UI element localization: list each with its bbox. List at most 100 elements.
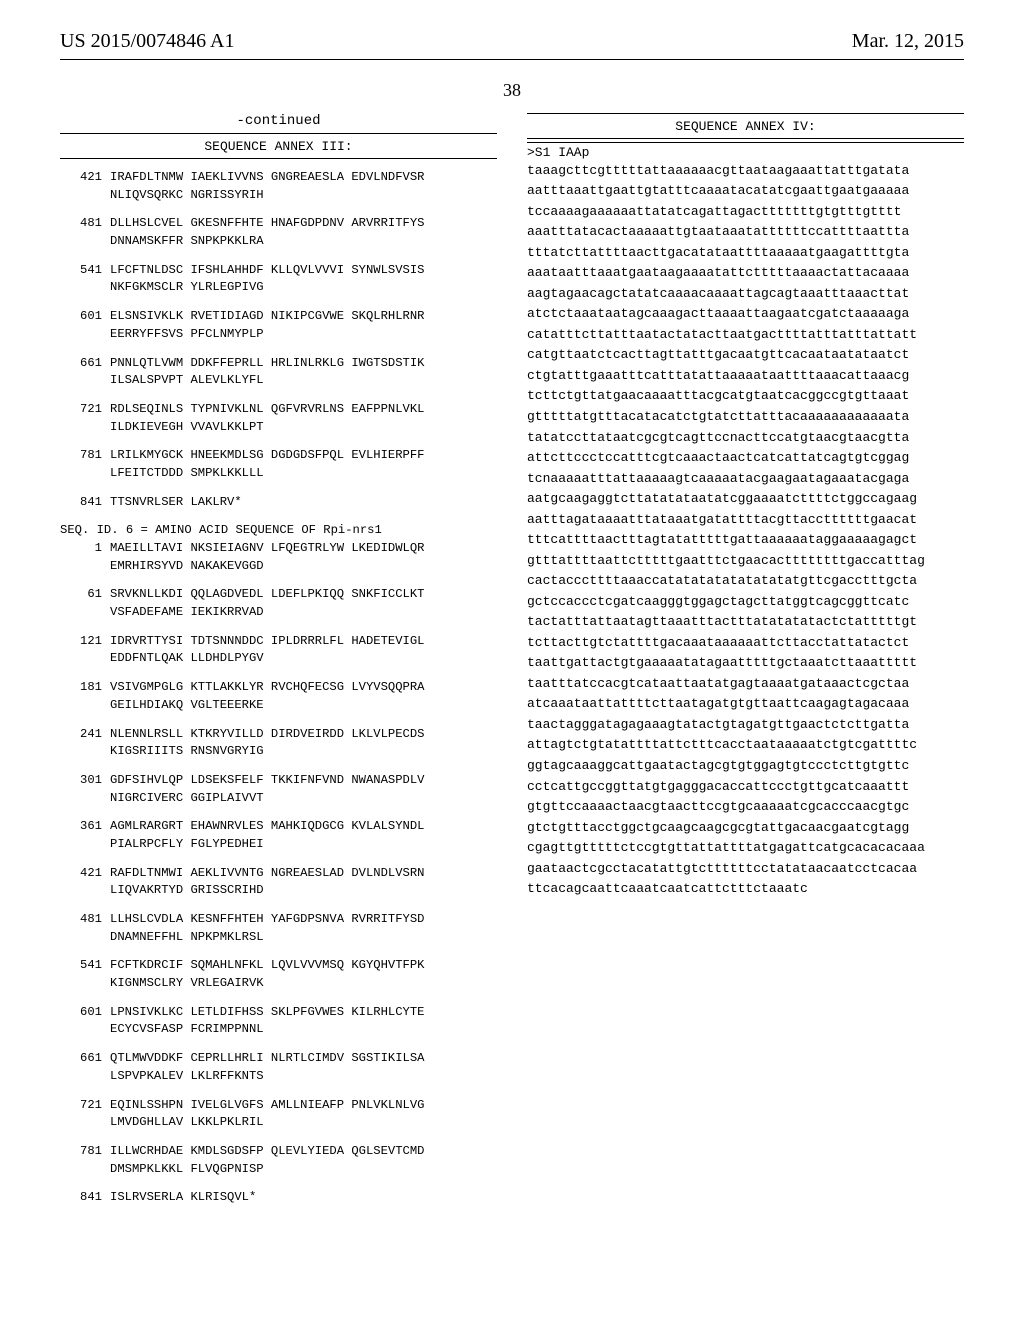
dna-line: tttatcttattttaacttgacatataattttaaaaatgaa…	[527, 243, 964, 264]
seq-line2: NKFGKMSCLR YLRLEGPIVG	[60, 279, 497, 297]
continued-label: -continued	[60, 113, 497, 129]
left-sequence-area: 421IRAFDLTNMW IAEKLIVVNS GNGREAESLA EDVL…	[60, 169, 497, 1207]
dna-line: tatatccttataatcgcgtcagttccnacttccatgtaac…	[527, 428, 964, 449]
dna-line: aaatttatacactaaaaattgtaataaatattttttccat…	[527, 222, 964, 243]
seq-line1: NLENNLRSLL KTKRYVILLD DIRDVEIRDD LKLVLPE…	[110, 726, 497, 744]
seq-line1: IDRVRTTYSI TDTSNNNDDC IPLDRRRLFL HADETEV…	[110, 633, 497, 651]
dna-line: taatttatccacgtcataattaatatgagtaaaatgataa…	[527, 674, 964, 695]
dna-line: atcaaataattattttcttaatagatgtgttaattcaaga…	[527, 694, 964, 715]
seq-line2: NLIQVSQRKC NGRISSYRIH	[60, 187, 497, 205]
dna-line: catgttaatctcacttagttatttgacaatgttcacaata…	[527, 345, 964, 366]
dna-line: attcttccctccatttcgtcaaactaactcatcattatca…	[527, 448, 964, 469]
sequence-block: 781ILLWCRHDAE KMDLSGDSFP QLEVLYIEDA QGLS…	[60, 1143, 497, 1178]
page-header: US 2015/0074846 A1 Mar. 12, 2015	[60, 30, 964, 53]
seq-line2: VSFADEFAME IEKIKRRVAD	[60, 604, 497, 622]
annex-title-block-right: SEQUENCE ANNEX IV:	[527, 113, 964, 143]
seq-line2: DNNAMSKFFR SNPKPKKLRA	[60, 233, 497, 251]
header-rule	[60, 59, 964, 60]
seq-position: 721	[60, 401, 110, 419]
sequence-block: 841TTSNVRLSER LAKLRV*	[60, 494, 497, 512]
seq-line1: LRILKMYGCK HNEEKMDLSG DGDGDSFPQL EVLHIER…	[110, 447, 497, 465]
seq-line2: NIGRCIVERC GGIPLAIVVT	[60, 790, 497, 808]
dna-line: attagtctgtatattttattctttcacctaataaaaatct…	[527, 735, 964, 756]
sequence-block: 121IDRVRTTYSI TDTSNNNDDC IPLDRRRLFL HADE…	[60, 633, 497, 668]
annex-title-right: SEQUENCE ANNEX IV:	[675, 119, 815, 134]
right-column: SEQUENCE ANNEX IV: >S1 IAAp taaagcttcgtt…	[527, 113, 964, 1218]
seq-line1: LLHSLCVDLA KESNFFHTEH YAFGDPSNVA RVRRITF…	[110, 911, 497, 929]
right-sequence-area: taaagcttcgtttttattaaaaaacgttaataagaaatta…	[527, 161, 964, 900]
seq-line2: KIGSRIIITS RNSNVGRYIG	[60, 743, 497, 761]
dna-line: aaataatttaaatgaataagaaaatattctttttaaaact…	[527, 263, 964, 284]
sequence-block: 721EQINLSSHPN IVELGLVGFS AMLLNIEAFP PNLV…	[60, 1097, 497, 1132]
seq-line2: LSPVPKALEV LKLRFFKNTS	[60, 1068, 497, 1086]
dna-line: gctccaccctcgatcaagggtggagctagcttatggtcag…	[527, 592, 964, 613]
seq-line1: RDLSEQINLS TYPNIVKLNL QGFVRVRLNS EAFPPNL…	[110, 401, 497, 419]
dna-line: gtttttatgtttacatacatctgtatcttatttacaaaaa…	[527, 407, 964, 428]
sequence-block: 361AGMLRARGRT EHAWNRVLES MAHKIQDGCG KVLA…	[60, 818, 497, 853]
dna-line: gtgttccaaaactaacgtaacttccgtgcaaaaatcgcac…	[527, 797, 964, 818]
header-left: US 2015/0074846 A1	[60, 30, 234, 53]
sequence-block: 181VSIVGMPGLG KTTLAKKLYR RVCHQFECSG LVYV…	[60, 679, 497, 714]
dna-line: tcttctgttatgaacaaaatttacgcatgtaatcacggcc…	[527, 386, 964, 407]
seq-line1: QTLMWVDDKF CEPRLLHRLI NLRTLCIMDV SGSTIKI…	[110, 1050, 497, 1068]
sequence-block: 541FCFTKDRCIF SQMAHLNFKL LQVLVVVMSQ KGYQ…	[60, 957, 497, 992]
page-number: 38	[60, 80, 964, 101]
dna-line: tcnaaaaatttattaaaaagtcaaaaatacgaagaataga…	[527, 469, 964, 490]
seq-line1: TTSNVRLSER LAKLRV*	[110, 494, 497, 512]
sequence-block: 61SRVKNLLKDI QQLAGDVEDL LDEFLPKIQQ SNKFI…	[60, 586, 497, 621]
sequence-block: 721RDLSEQINLS TYPNIVKLNL QGFVRVRLNS EAFP…	[60, 401, 497, 436]
seq-line1: SRVKNLLKDI QQLAGDVEDL LDEFLPKIQQ SNKFICC…	[110, 586, 497, 604]
dna-line: tactatttattaatagttaaatttactttatatatatact…	[527, 612, 964, 633]
seq-position: 781	[60, 1143, 110, 1161]
seq-line2: DMSMPKLKKL FLVQGPNISP	[60, 1161, 497, 1179]
dna-line: cctcattgccggttatgtgagggacaccattccctgttgc…	[527, 777, 964, 798]
dna-line: aagtagaacagctatatcaaaacaaaattagcagtaaatt…	[527, 284, 964, 305]
seq-line2: PIALRPCFLY FGLYPEDHEI	[60, 836, 497, 854]
sequence-block: 841ISLRVSERLA KLRISQVL*	[60, 1189, 497, 1207]
sequence-block: 481LLHSLCVDLA KESNFFHTEH YAFGDPSNVA RVRR…	[60, 911, 497, 946]
seq-position: 541	[60, 957, 110, 975]
dna-line: cactacccttttaaaccatatatatatatatatatgttcg…	[527, 571, 964, 592]
dna-line: ggtagcaaaggcattgaatactagcgtgtggagtgtccct…	[527, 756, 964, 777]
dna-line: ctgtatttgaaatttcatttatattaaaaataattttaaa…	[527, 366, 964, 387]
header-right: Mar. 12, 2015	[852, 30, 964, 53]
dna-line: taaagcttcgtttttattaaaaaacgttaataagaaatta…	[527, 161, 964, 182]
seq-position: 841	[60, 1189, 110, 1207]
seq-line1: DLLHSLCVEL GKESNFFHTE HNAFGDPDNV ARVRRIT…	[110, 215, 497, 233]
sequence-block: 241NLENNLRSLL KTKRYVILLD DIRDVEIRDD LKLV…	[60, 726, 497, 761]
dna-line: atctctaaataatagcaaagacttaaaattaagaatcgat…	[527, 304, 964, 325]
seq-position: 421	[60, 865, 110, 883]
seq-line1: GDFSIHVLQP LDSEKSFELF TKKIFNFVND NWANASP…	[110, 772, 497, 790]
sequence-block: 781LRILKMYGCK HNEEKMDLSG DGDGDSFPQL EVLH…	[60, 447, 497, 482]
seq-position: 841	[60, 494, 110, 512]
seq-line2: ILDKIEVEGH VVAVLKKLPT	[60, 419, 497, 437]
dna-header: >S1 IAAp	[527, 145, 964, 161]
seq-position: 781	[60, 447, 110, 465]
seq-position: 481	[60, 215, 110, 233]
seq-line2: DNAMNEFFHL NPKPMKLRSL	[60, 929, 497, 947]
seq-position: 721	[60, 1097, 110, 1115]
seq-position: 241	[60, 726, 110, 744]
seq-position: 61	[60, 586, 110, 604]
seq-line2: LIQVAKRTYD GRISSCRIHD	[60, 882, 497, 900]
seq-position: 181	[60, 679, 110, 697]
seq-position: 541	[60, 262, 110, 280]
seq-line1: RAFDLTNMWI AEKLIVVNTG NGREAESLAD DVLNDLV…	[110, 865, 497, 883]
seq-line1: ISLRVSERLA KLRISQVL*	[110, 1189, 497, 1207]
sequence-block: 481DLLHSLCVEL GKESNFFHTE HNAFGDPDNV ARVR…	[60, 215, 497, 250]
seq-position: 661	[60, 355, 110, 373]
dna-line: catatttcttatttaatactatacttaatgacttttattt…	[527, 325, 964, 346]
dna-line: tttcattttaactttagtatatttttgattaaaaaatagg…	[527, 530, 964, 551]
seq-position: 601	[60, 308, 110, 326]
seq-line2: ECYCVSFASP FCRIMPPNNL	[60, 1021, 497, 1039]
dna-line: gaataactcgcctacatattgtcttttttcctatataaca…	[527, 859, 964, 880]
dna-line: gtctgtttacctggctgcaagcaagcgcgtattgacaacg…	[527, 818, 964, 839]
seq-line2: ILSALSPVPT ALEVLKLYFL	[60, 372, 497, 390]
seq-line1: ILLWCRHDAE KMDLSGDSFP QLEVLYIEDA QGLSEVT…	[110, 1143, 497, 1161]
sequence-block: 421IRAFDLTNMW IAEKLIVVNS GNGREAESLA EDVL…	[60, 169, 497, 204]
seq-position: 481	[60, 911, 110, 929]
dna-line: aatttaaattgaattgtatttcaaaatacatatcgaattg…	[527, 181, 964, 202]
sequence-block: 541LFCFTNLDSC IFSHLAHHDF KLLQVLVVVI SYNW…	[60, 262, 497, 297]
dna-line: aatttagataaaatttataaatgatattttacgttacctt…	[527, 510, 964, 531]
seq-line2: EDDFNTLQAK LLDHDLPYGV	[60, 650, 497, 668]
